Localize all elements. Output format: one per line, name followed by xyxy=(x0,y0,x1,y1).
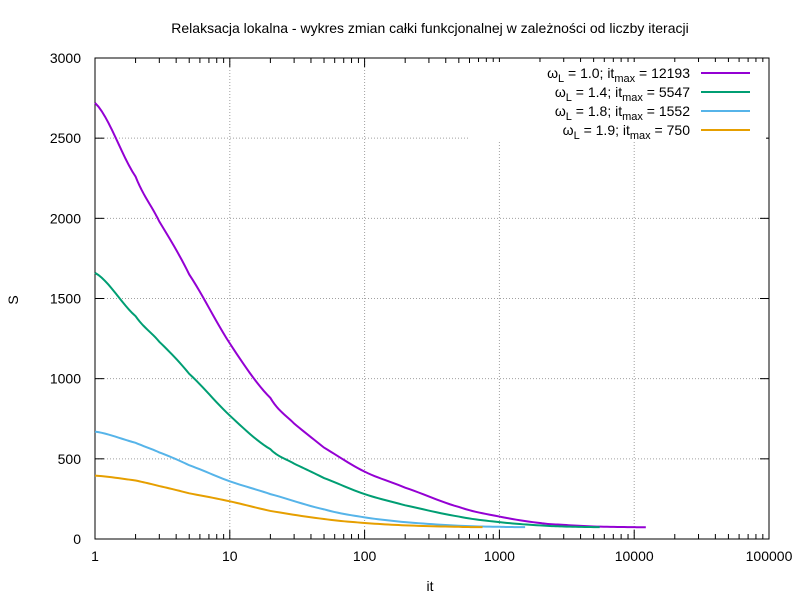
legend-label-1: ωL = 1.0; itmax = 12193 xyxy=(547,65,690,85)
axes: 0 500 1000 1500 2000 2500 3000 1 10 100 1000 10000 1… xyxy=(50,50,793,564)
y-axis-label: S xyxy=(5,295,21,304)
x-tick-label: 1000 xyxy=(484,548,515,564)
y-tick-label: 3000 xyxy=(50,50,81,66)
y-tick-label: 0 xyxy=(73,531,81,547)
y-tick-label: 2000 xyxy=(50,210,81,226)
legend-label-3: ωL = 1.8; itmax = 1552 xyxy=(555,103,690,123)
series-line-2 xyxy=(94,272,600,529)
x-tick-label: 10000 xyxy=(615,548,654,564)
series-line-4 xyxy=(94,474,483,529)
legend-label-4: ωL = 1.9; itmax = 750 xyxy=(563,122,691,142)
x-tick-label: 100000 xyxy=(746,548,793,564)
y-tick-label: 1500 xyxy=(50,291,81,307)
series-lines xyxy=(94,102,646,529)
x-tick-label: 10 xyxy=(222,548,238,564)
y-tick-label: 500 xyxy=(58,451,82,467)
series-line-1 xyxy=(94,102,646,529)
series-line-3 xyxy=(94,430,526,529)
y-tick-label: 2500 xyxy=(50,130,81,146)
chart-title: Relaksacja lokalna - wykres zmian całki … xyxy=(171,20,688,36)
x-tick-label: 1 xyxy=(91,548,99,564)
legend-label-2: ωL = 1.4; itmax = 5547 xyxy=(555,84,690,104)
y-tick-label: 1000 xyxy=(50,371,81,387)
x-tick-label: 100 xyxy=(353,548,377,564)
x-axis-label: it xyxy=(427,578,434,594)
legend-background xyxy=(470,62,766,140)
